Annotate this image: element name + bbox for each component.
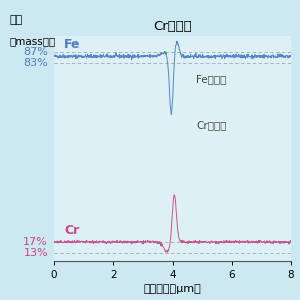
Text: Cr: Cr	[64, 224, 80, 237]
Text: 87%: 87%	[23, 47, 48, 57]
X-axis label: 分析距離（μm）: 分析距離（μm）	[144, 284, 201, 294]
Text: Feの濃化: Feの濃化	[196, 74, 226, 84]
Text: 濃度: 濃度	[9, 15, 22, 25]
Text: 17%: 17%	[23, 237, 48, 247]
Text: （mass％）: （mass％）	[9, 36, 55, 46]
Text: 83%: 83%	[23, 58, 48, 68]
Text: Crの濃化: Crの濃化	[196, 120, 227, 130]
Text: 13%: 13%	[23, 248, 48, 258]
Text: Fe: Fe	[64, 38, 81, 51]
Title: Cr炭化物: Cr炭化物	[153, 20, 192, 33]
